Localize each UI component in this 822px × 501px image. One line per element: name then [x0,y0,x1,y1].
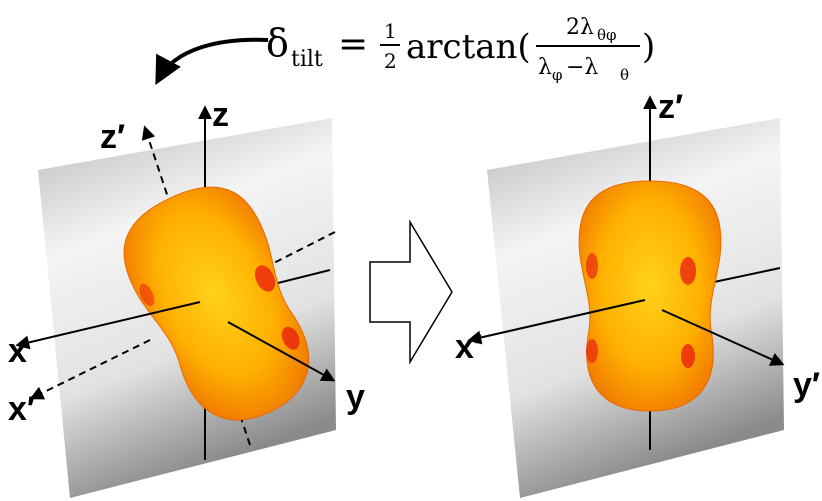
formula: δ tilt = 1 2 arctan( 2λ θφ λ φ −λ θ ) [266,15,655,84]
label-z-prime: z′ [658,88,683,126]
formula-half-num: 1 [384,19,397,43]
diagram: δ tilt = 1 2 arctan( 2λ θφ λ φ −λ θ ) z … [0,0,822,501]
label-x-prime: x′ [8,390,35,428]
formula-delta: δ [266,21,289,65]
label-y: y [346,378,365,416]
label-y-prime: y′ [793,366,820,404]
formula-equals: = [338,24,368,65]
label-x: x [8,332,27,370]
label-x-prime: x′ [455,328,482,366]
formula-half-den: 2 [384,49,397,73]
curved-arrow [158,40,268,80]
left-panel: z z′ x x′ y [8,96,365,498]
formula-num-sub: θφ [597,26,617,44]
formula-den-a-sub: φ [552,66,563,84]
formula-func: arctan( [406,27,531,67]
transition-arrow [370,222,452,362]
blob [579,181,721,411]
right-panel: z′ x′ y′ [455,88,820,498]
formula-sub: tilt [291,47,323,72]
formula-den-a: λ [538,55,552,80]
formula-num: 2λ [566,15,594,40]
formula-den-minus: −λ [566,55,598,80]
label-z-prime: z′ [100,118,125,156]
label-z: z [212,96,229,134]
formula-den-b-sub: θ [620,66,629,84]
formula-close: ) [642,27,655,67]
